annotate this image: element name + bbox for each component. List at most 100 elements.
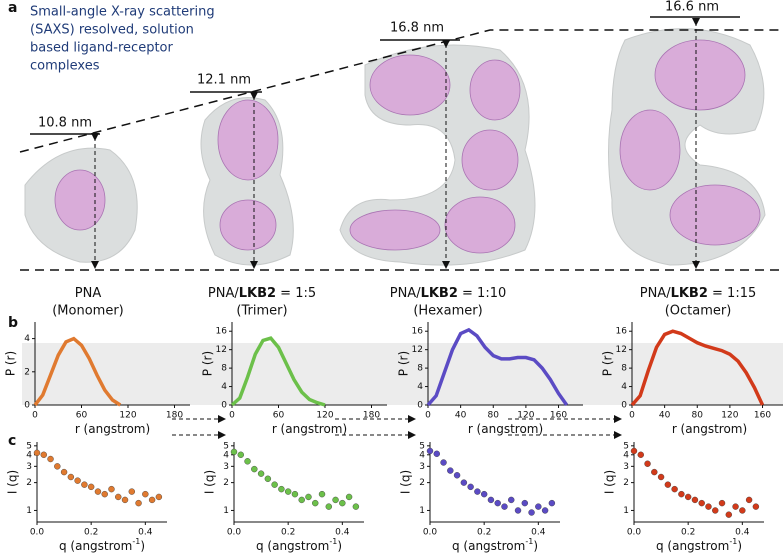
complex-label: PNA/LKB2 = 1:10 xyxy=(390,286,507,301)
y-axis-label: I (q) xyxy=(399,470,413,494)
point xyxy=(678,490,685,498)
point xyxy=(684,493,692,501)
point xyxy=(433,450,440,457)
x-tick-label: 120 xyxy=(721,411,738,421)
label-sup: -1 xyxy=(729,537,737,546)
point xyxy=(691,496,699,504)
y-tick-label: 2 xyxy=(623,478,629,488)
x-tick-label: 0.4 xyxy=(138,528,153,538)
x-tick-label: 120 xyxy=(119,411,136,421)
x-tick-label: 40 xyxy=(659,411,671,421)
point xyxy=(257,470,265,477)
point xyxy=(637,451,644,458)
point xyxy=(128,488,135,495)
y-tick-label: 1 xyxy=(223,506,229,516)
complex-state: (Octamer) xyxy=(665,304,732,319)
point xyxy=(480,490,488,498)
y-tick-label: 8 xyxy=(621,364,627,374)
point xyxy=(101,490,108,498)
point xyxy=(698,499,705,507)
point xyxy=(651,468,658,476)
label-part: ) xyxy=(140,539,145,553)
point xyxy=(501,503,508,510)
point xyxy=(664,481,672,488)
curve xyxy=(630,329,765,407)
point xyxy=(115,493,122,501)
point xyxy=(487,496,495,504)
point xyxy=(712,507,719,514)
x-tick-label: 160 xyxy=(754,411,771,421)
label-part: ) xyxy=(533,539,538,553)
point xyxy=(237,451,244,458)
label-part: PNA/ xyxy=(390,286,421,301)
point xyxy=(318,490,326,498)
y-tick-label: 4 xyxy=(417,382,423,392)
label-part: PNA xyxy=(75,286,102,301)
y-tick-label: 4 xyxy=(221,382,227,392)
point xyxy=(325,503,332,510)
complex-state: (Hexamer) xyxy=(413,304,482,319)
point xyxy=(33,449,41,457)
point xyxy=(60,468,68,476)
point xyxy=(339,499,346,507)
y-axis-label: I (q) xyxy=(203,470,217,494)
point xyxy=(732,503,739,510)
y-axis-label: I (q) xyxy=(603,470,617,494)
point xyxy=(494,499,501,507)
point xyxy=(528,509,535,516)
y-tick-label: 16 xyxy=(616,327,628,337)
point xyxy=(474,488,481,495)
y-tick-label: 3 xyxy=(419,462,425,472)
label-part: ) xyxy=(337,539,342,553)
point xyxy=(47,455,54,463)
y-tick-label: 5 xyxy=(223,441,229,451)
x-axis-label: r (angstrom) xyxy=(272,422,347,436)
dimension-label: 16.6 nm xyxy=(665,0,719,15)
point xyxy=(251,465,258,473)
label-part: LKB2 xyxy=(239,286,276,301)
y-tick-label: 4 xyxy=(26,450,32,460)
label-part: LKB2 xyxy=(421,286,458,301)
y-tick-label: 12 xyxy=(412,345,423,355)
point xyxy=(426,447,434,455)
point xyxy=(718,499,726,507)
complex-label: PNA/LKB2 = 1:5 xyxy=(208,286,316,301)
label-part: q (angstrom xyxy=(256,539,329,553)
x-tick-label: 0.0 xyxy=(30,528,45,538)
flow-arrows xyxy=(172,415,622,439)
y-tick-label: 5 xyxy=(419,441,425,451)
description-line: (SAXS) resolved, solution xyxy=(30,23,194,38)
y-tick-label: 8 xyxy=(221,364,227,374)
label-part: = 1:5 xyxy=(276,286,316,301)
label-part: q (angstrom xyxy=(656,539,729,553)
point xyxy=(752,503,760,510)
x-axis-label: q (angstrom-1) xyxy=(256,537,342,553)
x-tick-label: 0.0 xyxy=(227,528,242,538)
point xyxy=(148,496,156,504)
dimension-lines xyxy=(19,16,783,271)
y-tick-label: 4 xyxy=(24,334,30,344)
y-tick-label: 16 xyxy=(216,327,228,337)
x-tick-label: 180 xyxy=(363,411,380,421)
panel-label: b xyxy=(8,315,18,331)
x-axis-label: q (angstrom-1) xyxy=(656,537,742,553)
y-tick-label: 3 xyxy=(223,462,229,472)
y-tick-label: 0 xyxy=(24,401,30,411)
x-tick-label: 120 xyxy=(316,411,333,421)
label-sup: -1 xyxy=(329,537,337,546)
x-tick-label: 180 xyxy=(166,411,183,421)
x-tick-label: 0.2 xyxy=(681,528,695,538)
y-axis-label: P (r) xyxy=(201,351,215,376)
y-tick-label: 4 xyxy=(623,450,629,460)
point xyxy=(467,483,474,491)
y-axis-label: P (r) xyxy=(601,351,615,376)
y-tick-label: 3 xyxy=(26,462,32,472)
complex-state: (Monomer) xyxy=(52,304,124,319)
y-tick-label: 4 xyxy=(621,382,627,392)
x-tick-label: 0.2 xyxy=(281,528,295,538)
point xyxy=(284,488,292,495)
point xyxy=(298,496,305,504)
y-tick-label: 1 xyxy=(419,506,425,516)
x-tick-label: 0.2 xyxy=(477,528,491,538)
